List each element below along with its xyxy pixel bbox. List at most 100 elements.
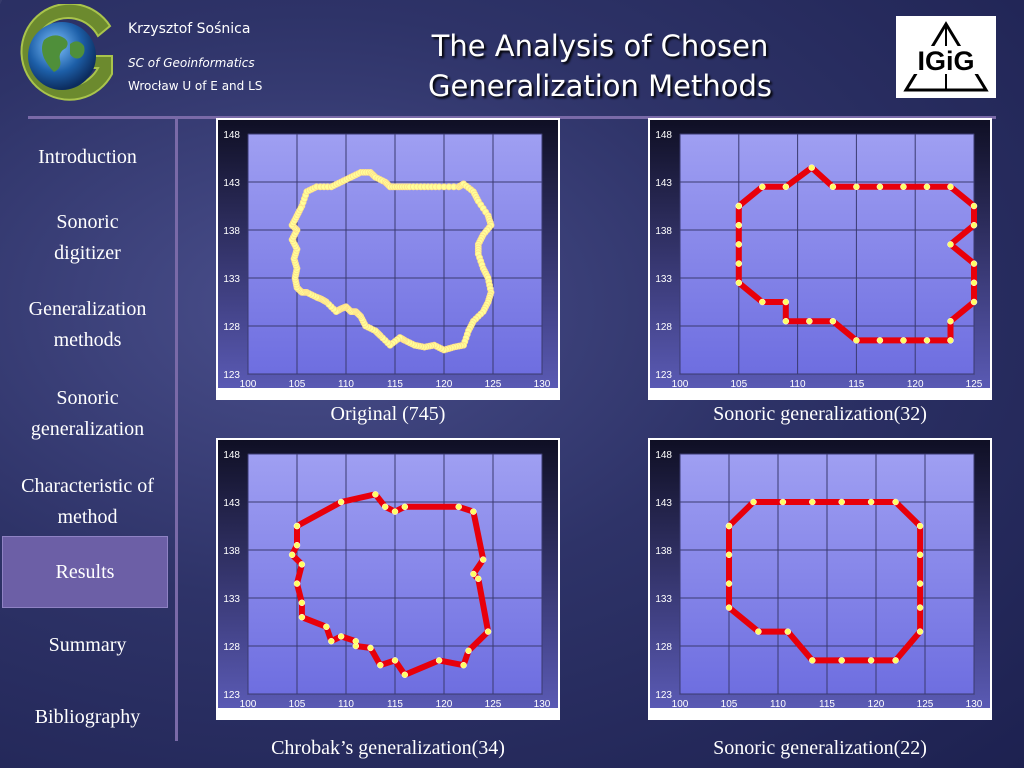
data-point xyxy=(377,661,384,669)
nav-item-generalization-methods[interactable]: Generalization methods xyxy=(0,294,175,356)
data-point xyxy=(782,317,790,325)
y-tick-label: 123 xyxy=(223,370,240,381)
x-tick-label: 130 xyxy=(534,699,551,710)
data-point xyxy=(401,671,409,679)
x-tick-label: 130 xyxy=(534,379,551,390)
nav-item-label: Introduction xyxy=(38,146,137,168)
data-point xyxy=(475,575,482,583)
data-point xyxy=(401,503,409,511)
data-point xyxy=(293,541,301,549)
data-point xyxy=(916,522,924,530)
data-point xyxy=(829,183,837,191)
chart-original: 100 105 110 115 120 125 130 123 128 133 138 143 148 xyxy=(216,118,560,400)
data-point xyxy=(838,498,845,506)
data-point xyxy=(867,657,875,664)
x-tick-label: 130 xyxy=(966,699,983,710)
data-point xyxy=(806,317,813,325)
y-tick-label: 123 xyxy=(655,370,672,381)
data-point xyxy=(298,613,306,621)
x-tick-label: 125 xyxy=(917,699,934,710)
x-tick-label: 115 xyxy=(848,379,864,390)
chart-sonoric-22: 100 105 110 115 120 125 130 123 128 133 138 143 148 xyxy=(648,438,992,720)
nav-item-label: Sonoric digitizer xyxy=(54,211,121,264)
data-point xyxy=(947,183,954,191)
series-line xyxy=(735,164,977,344)
data-point xyxy=(784,628,792,635)
data-point xyxy=(735,260,743,267)
x-tick-label: 100 xyxy=(672,379,689,390)
series-line xyxy=(726,499,924,664)
data-point xyxy=(876,183,884,191)
title-line-2: Generalization Methods xyxy=(428,69,772,103)
page-title: The Analysis of Chosen Generalization Me… xyxy=(360,26,840,106)
y-tick-label: 143 xyxy=(223,178,240,189)
data-point xyxy=(735,202,743,210)
globe-g-logo xyxy=(20,4,113,101)
chart-chrobak-34: 100 105 110 115 120 125 130 123 128 133 138 143 148 xyxy=(216,438,560,720)
data-point xyxy=(298,599,306,607)
data-point xyxy=(460,661,467,669)
y-tick-label: 133 xyxy=(655,274,672,285)
nav-item-label: Characteristic of method xyxy=(21,475,154,528)
nav-item-characteristic-of-method[interactable]: Characteristic of method xyxy=(0,471,175,533)
data-point xyxy=(470,508,477,515)
x-tick-label: 105 xyxy=(289,379,306,390)
data-point xyxy=(455,503,462,511)
x-tick-label: 125 xyxy=(966,379,983,390)
caption-chrobak-34: Chrobak’s generalization(34) xyxy=(271,737,505,759)
y-tick-label: 148 xyxy=(655,450,672,461)
data-point xyxy=(900,337,907,344)
chart-chrobak-34-svg: 100 105 110 115 120 125 130 123 128 133 138 143 148 xyxy=(218,440,558,710)
data-point xyxy=(970,221,978,229)
nav-item-bibliography[interactable]: Bibliography xyxy=(0,702,175,733)
data-point xyxy=(809,498,816,506)
y-tick-label: 143 xyxy=(655,178,672,189)
y-tick-label: 148 xyxy=(655,130,672,141)
x-tick-label: 110 xyxy=(338,699,354,710)
data-point xyxy=(288,551,296,559)
sidebar-divider xyxy=(175,119,178,741)
nav-item-sonoric-digitizer[interactable]: Sonoric digitizer xyxy=(0,207,175,269)
x-tick-label: 115 xyxy=(387,699,403,710)
data-point xyxy=(435,657,443,664)
data-point xyxy=(808,164,815,171)
data-point xyxy=(838,657,845,664)
x-tick-label: 100 xyxy=(240,379,257,390)
data-point xyxy=(867,498,875,506)
nav-item-label: Summary xyxy=(48,634,127,656)
data-point xyxy=(779,498,787,506)
igig-logo-text: IGiG xyxy=(917,46,974,76)
data-point xyxy=(293,580,301,587)
y-tick-label: 143 xyxy=(655,498,672,509)
nav-item-results[interactable]: Results xyxy=(2,536,168,608)
y-tick-label: 133 xyxy=(223,274,240,285)
y-tick-label: 138 xyxy=(223,226,240,237)
data-point xyxy=(892,657,899,664)
data-point xyxy=(298,561,306,568)
y-tick-label: 133 xyxy=(223,594,240,605)
data-point xyxy=(876,337,884,344)
data-point xyxy=(916,551,924,559)
data-point xyxy=(970,298,978,306)
nav-item-introduction[interactable]: Introduction xyxy=(0,142,175,173)
x-tick-label: 120 xyxy=(436,379,453,390)
data-point xyxy=(970,279,978,287)
y-tick-label: 143 xyxy=(223,498,240,509)
x-tick-label: 110 xyxy=(338,379,354,390)
chart-sonoric-32-svg: 100 105 110 115 120 125 123 128 133 138 143 148 xyxy=(650,120,990,390)
nav-item-sonoric-generalization[interactable]: Sonoric generalization xyxy=(0,383,175,445)
affiliation-line-2: Wrocław U of E and LS xyxy=(128,79,263,93)
plot-area xyxy=(679,133,975,375)
data-point xyxy=(809,657,816,664)
x-tick-label: 120 xyxy=(907,379,924,390)
chart-original-svg: 100 105 110 115 120 125 130 123 128 133 138 143 148 xyxy=(218,120,558,390)
nav-item-summary[interactable]: Summary xyxy=(0,630,175,661)
data-point xyxy=(750,498,757,506)
y-tick-label: 128 xyxy=(223,322,240,333)
data-point xyxy=(484,628,492,635)
y-tick-label: 123 xyxy=(655,690,672,701)
header-divider xyxy=(28,116,996,119)
y-tick-label: 138 xyxy=(223,546,240,557)
data-point xyxy=(923,337,931,344)
x-tick-label: 120 xyxy=(868,699,885,710)
